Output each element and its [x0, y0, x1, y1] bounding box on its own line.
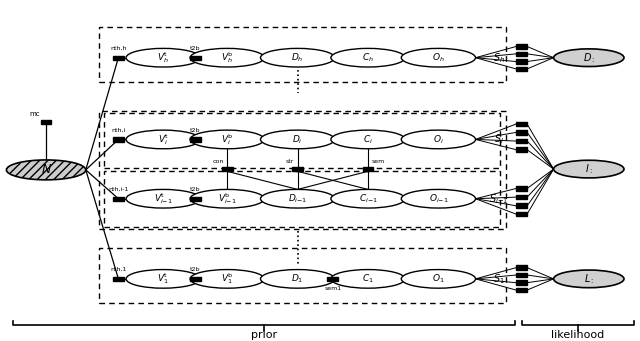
Text: $L_{\rm :}$: $L_{\rm :}$ — [584, 272, 594, 286]
Ellipse shape — [190, 269, 264, 288]
Bar — [222, 167, 232, 171]
Text: $V_{i}^{\rm t}$: $V_{i}^{\rm t}$ — [157, 132, 169, 147]
Text: nth,1: nth,1 — [110, 267, 127, 272]
Text: $V_{1}^{\rm t}$: $V_{1}^{\rm t}$ — [157, 271, 169, 286]
Ellipse shape — [331, 130, 405, 149]
Bar — [516, 130, 527, 135]
Text: nth,i-1: nth,i-1 — [108, 187, 129, 192]
Text: $V_{h}^{\rm b}$: $V_{h}^{\rm b}$ — [221, 50, 234, 65]
Text: nth,i: nth,i — [111, 128, 125, 133]
Bar — [328, 277, 338, 281]
Text: $O_{i{-}1}$: $O_{i{-}1}$ — [429, 192, 448, 205]
Ellipse shape — [554, 160, 624, 178]
Text: $V_{h}^{\rm t}$: $V_{h}^{\rm t}$ — [157, 50, 169, 65]
Text: $S_{h}$: $S_{h}$ — [493, 51, 505, 64]
Text: $D_{1}$: $D_{1}$ — [291, 272, 304, 285]
Text: $C_{1}$: $C_{1}$ — [362, 272, 374, 285]
Ellipse shape — [126, 48, 200, 67]
Text: $C_{i}$: $C_{i}$ — [363, 133, 373, 146]
Text: t2b: t2b — [190, 128, 200, 133]
Text: $C_{h}$: $C_{h}$ — [362, 51, 374, 64]
Bar — [516, 204, 527, 208]
Bar — [516, 212, 527, 217]
Text: str: str — [286, 159, 294, 164]
Bar — [292, 167, 303, 171]
Bar — [516, 139, 527, 143]
Bar — [516, 186, 527, 191]
Bar — [516, 265, 527, 270]
Ellipse shape — [260, 189, 335, 208]
Bar — [516, 280, 527, 285]
Ellipse shape — [401, 48, 476, 67]
Text: $S_{i{-}1}$: $S_{i{-}1}$ — [490, 192, 509, 206]
Text: $C_{i{-}1}$: $C_{i{-}1}$ — [358, 192, 378, 205]
Text: $O_{i}$: $O_{i}$ — [433, 133, 444, 146]
Ellipse shape — [260, 48, 335, 67]
Text: $O_{h}$: $O_{h}$ — [432, 51, 445, 64]
Text: $D_{h}$: $D_{h}$ — [291, 51, 304, 64]
Bar — [516, 195, 527, 199]
Text: t2b: t2b — [190, 267, 200, 272]
Ellipse shape — [554, 49, 624, 66]
Bar — [516, 51, 527, 56]
Text: likelihood: likelihood — [551, 330, 604, 340]
Text: $S_{i}$: $S_{i}$ — [494, 133, 504, 146]
Bar — [516, 122, 527, 127]
Bar — [516, 147, 527, 152]
Ellipse shape — [190, 130, 264, 149]
Text: $V_{i{-}1}^{\rm b}$: $V_{i{-}1}^{\rm b}$ — [218, 191, 237, 206]
Bar — [190, 197, 200, 201]
Text: con: con — [212, 159, 224, 164]
Text: $V_{1}^{\rm b}$: $V_{1}^{\rm b}$ — [221, 271, 234, 286]
Ellipse shape — [126, 269, 200, 288]
Bar — [516, 59, 527, 64]
Bar — [363, 167, 373, 171]
Ellipse shape — [401, 130, 476, 149]
Bar — [190, 137, 200, 142]
Ellipse shape — [190, 48, 264, 67]
Ellipse shape — [331, 48, 405, 67]
Ellipse shape — [331, 189, 405, 208]
Ellipse shape — [554, 270, 624, 288]
Text: $D_{i}$: $D_{i}$ — [292, 133, 303, 146]
Bar — [190, 277, 200, 281]
Bar — [113, 277, 124, 281]
Ellipse shape — [126, 130, 200, 149]
Text: t2b: t2b — [190, 46, 200, 51]
Ellipse shape — [401, 269, 476, 288]
Text: sem1: sem1 — [324, 285, 341, 291]
Text: sem: sem — [371, 159, 385, 164]
Text: $D_{\rm :}$: $D_{\rm :}$ — [582, 51, 595, 64]
Bar — [516, 44, 527, 49]
Bar — [516, 273, 527, 277]
Text: mc: mc — [29, 111, 40, 117]
Ellipse shape — [331, 269, 405, 288]
Bar — [190, 56, 200, 60]
Bar — [113, 56, 124, 60]
Ellipse shape — [6, 160, 86, 180]
Text: nth,h: nth,h — [110, 46, 127, 51]
Text: $V_{i}^{\rm b}$: $V_{i}^{\rm b}$ — [221, 132, 234, 147]
Text: $I_{\rm :}$: $I_{\rm :}$ — [585, 162, 593, 176]
Text: t2b: t2b — [190, 187, 200, 192]
Ellipse shape — [190, 189, 264, 208]
Ellipse shape — [126, 189, 200, 208]
Text: $S_{1}$: $S_{1}$ — [493, 272, 505, 286]
Ellipse shape — [260, 130, 335, 149]
Text: $D_{i{-}1}$: $D_{i{-}1}$ — [288, 192, 307, 205]
Text: $N$: $N$ — [40, 163, 52, 176]
Text: $V_{i{-}1}^{\rm t}$: $V_{i{-}1}^{\rm t}$ — [154, 191, 173, 206]
Bar — [516, 66, 527, 71]
Bar — [113, 197, 124, 201]
Bar — [113, 137, 124, 142]
Bar — [41, 120, 51, 124]
Ellipse shape — [260, 269, 335, 288]
Text: prior: prior — [251, 330, 277, 340]
Text: $O_{1}$: $O_{1}$ — [432, 272, 445, 285]
Ellipse shape — [401, 189, 476, 208]
Bar — [516, 288, 527, 292]
